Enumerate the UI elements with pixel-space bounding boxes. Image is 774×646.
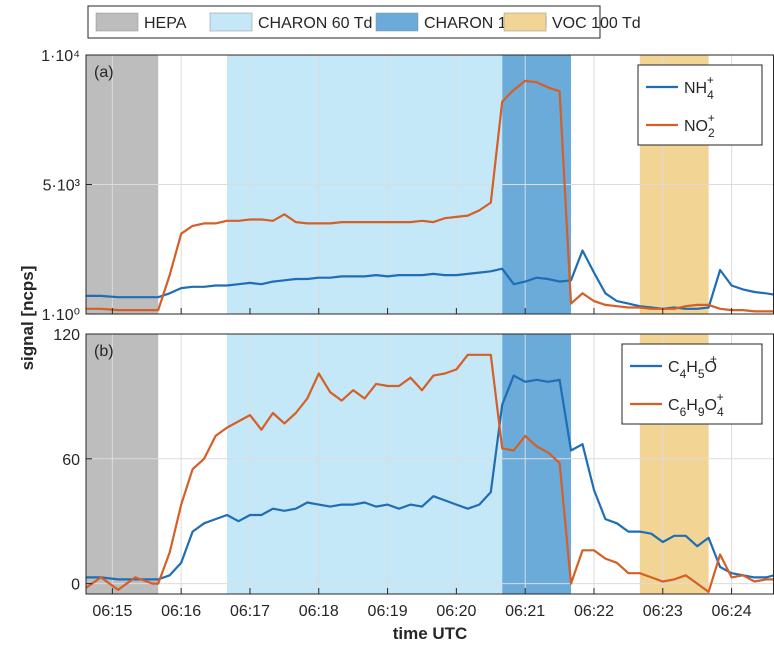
y-tick-label: 60 (62, 452, 80, 469)
series-legend-box (621, 343, 763, 425)
x-axis-label: time UTC (393, 624, 468, 643)
series-line-blue (86, 374, 774, 581)
y-tick-label: 0 (71, 577, 80, 594)
region-legend-label: VOC 100 Td (552, 15, 641, 32)
region-legend-label: CHARON 60 Td (258, 15, 372, 32)
x-tick-label: 06:15 (92, 603, 132, 620)
x-tick-label: 06:23 (643, 603, 683, 620)
x-tick-label: 06:19 (368, 603, 408, 620)
x-tick-label: 06:21 (505, 603, 545, 620)
y-tick-label: 1·10⁰ (42, 307, 80, 324)
panel-tag: (b) (94, 343, 114, 360)
x-tick-label: 06:22 (574, 603, 614, 620)
legend-regions: HEPA CHARON 60 Td CHARON 100 Td VOC 100 Td (87, 5, 641, 39)
series-line-orange (85, 353, 774, 594)
panel-tag: (a) (94, 64, 114, 81)
y-tick-label: 5·10³ (43, 178, 81, 195)
region-legend-swatch (503, 12, 547, 32)
region-band-2 (227, 334, 503, 594)
series-legend-box (637, 64, 763, 146)
legend-entry: NO2+ (684, 111, 715, 140)
y-tick-label: 120 (53, 327, 80, 344)
x-tick-label: 06:20 (436, 603, 476, 620)
x-tick-label: 06:24 (712, 603, 752, 620)
x-tick-label: 06:16 (161, 603, 201, 620)
series-legend: C4H5O+ C6H9O4+ (621, 343, 763, 425)
series-legend: NH4+ NO2+ (637, 64, 763, 146)
region-legend-label: HEPA (144, 15, 187, 32)
x-tick-label: 06:18 (299, 603, 339, 620)
x-axis: 06:15 06:16 06:17 06:18 06:19 06:20 06:21 06:22… (92, 603, 751, 620)
y-axis-label: signal [ncps] (18, 266, 37, 371)
region-band-1 (86, 334, 159, 594)
x-tick-label: 06:17 (230, 603, 270, 620)
legend-entry: NH4+ (684, 73, 714, 102)
panel-b: 0 60 120 (b) C4H5O+ C6H9O4+ (53, 327, 774, 595)
series-line-orange (86, 79, 774, 313)
y-tick-label: 1·10⁴ (41, 48, 80, 65)
region-legend-swatch (375, 12, 419, 32)
region-legend-swatch (209, 12, 253, 32)
region-legend-swatch (95, 12, 139, 32)
panel-a: 1·10⁰ 5·10³ 1·10⁴ (a) NH4+ NO2+ (41, 48, 774, 324)
legend-entry: C4H5O+ (668, 352, 717, 381)
legend-entry: C6H9O4+ (668, 390, 724, 419)
